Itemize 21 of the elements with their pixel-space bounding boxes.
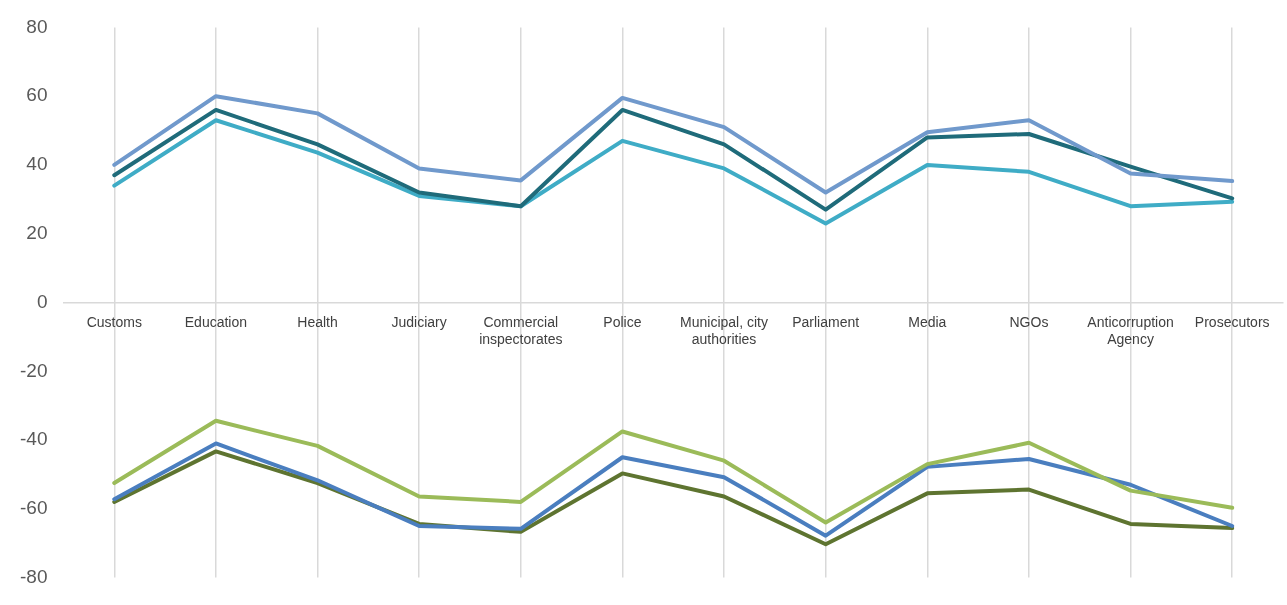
y-tick-label: -40 [19, 428, 48, 450]
y-tick-label: 40 [26, 153, 48, 175]
x-tick-label: Police [603, 313, 642, 330]
y-tick-label: -20 [19, 359, 48, 381]
x-tick-label: Anticorruption Agency [1087, 313, 1174, 347]
x-tick-label: Parliament [792, 313, 860, 330]
x-tick-label: Customs [86, 313, 142, 330]
y-tick-label: 20 [26, 221, 48, 243]
y-tick-label: 80 [26, 15, 48, 37]
x-tick-label: Commercial inspectorates [479, 313, 563, 347]
y-tick-label: -80 [19, 565, 48, 587]
x-tick-label: Prosecutors [1194, 313, 1270, 330]
y-tick-label: 60 [26, 84, 48, 106]
y-tick-label: -60 [19, 497, 48, 519]
x-tick-label: Municipal, city authorities [680, 313, 769, 347]
y-tick-label: 0 [36, 290, 48, 312]
x-tick-label: NGOs [1009, 313, 1049, 330]
x-tick-label: Education [184, 313, 248, 330]
x-tick-label: Judiciary [391, 313, 447, 330]
x-tick-label: Health [297, 313, 338, 330]
x-tick-label: Media [908, 313, 947, 330]
